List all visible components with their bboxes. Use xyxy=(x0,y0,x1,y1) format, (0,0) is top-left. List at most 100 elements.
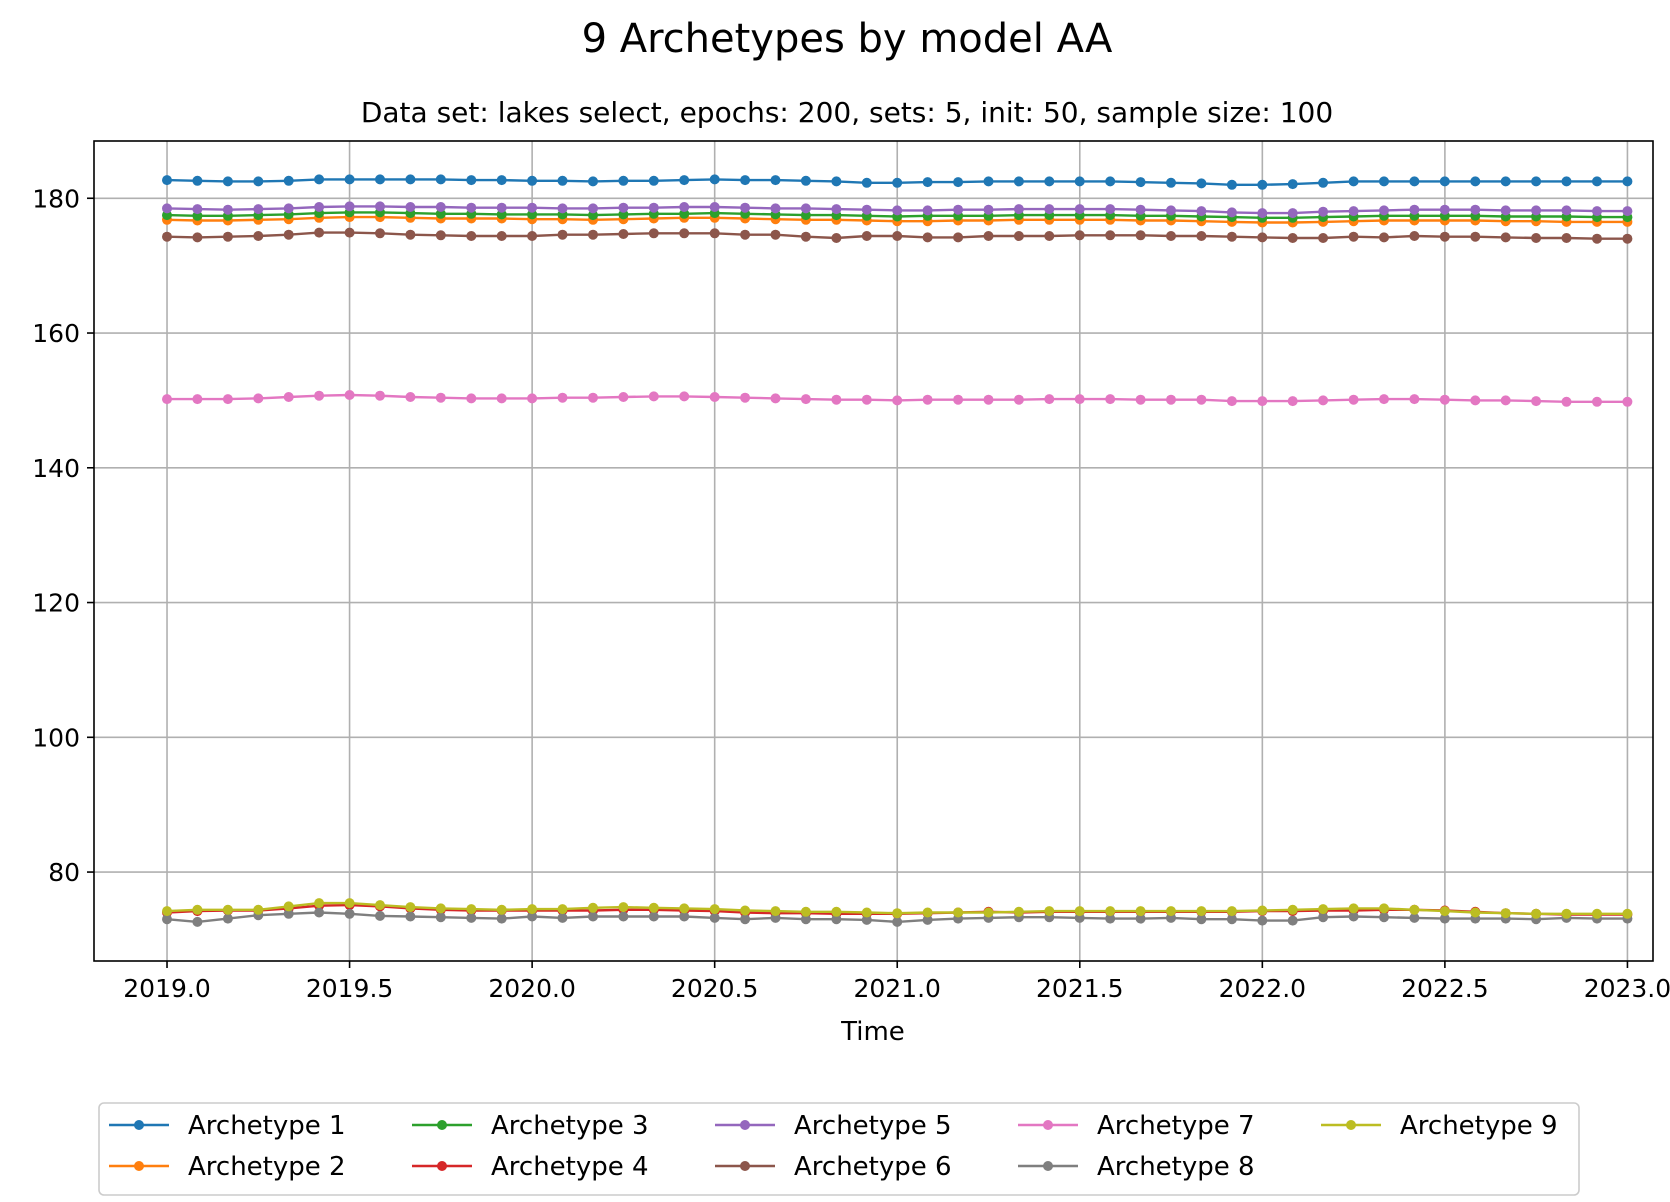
data-point xyxy=(192,394,203,405)
data-point xyxy=(831,906,842,917)
data-point xyxy=(1287,233,1298,243)
data-point xyxy=(648,175,659,186)
data-point xyxy=(527,231,538,241)
data-point xyxy=(375,201,385,212)
data-point xyxy=(618,175,629,186)
data-point xyxy=(679,175,690,186)
data-point xyxy=(1348,176,1359,187)
legend-label: Archetype 2 xyxy=(188,1152,346,1182)
data-point xyxy=(1409,231,1420,241)
data-point xyxy=(1409,204,1420,215)
data-point xyxy=(1531,176,1542,187)
data-point xyxy=(1226,179,1237,190)
data-point xyxy=(1348,206,1359,217)
legend-label: Archetype 5 xyxy=(794,1111,952,1141)
data-point xyxy=(1074,906,1085,917)
data-point xyxy=(1531,908,1542,919)
data-point xyxy=(588,229,598,240)
data-point xyxy=(1226,207,1237,218)
data-point xyxy=(618,911,629,922)
data-point xyxy=(1074,230,1085,241)
data-point xyxy=(1166,205,1176,216)
legend-item-archetype-1: Archetype 1 xyxy=(109,1111,346,1141)
data-point xyxy=(740,229,751,240)
legend-label: Archetype 4 xyxy=(491,1152,649,1182)
data-point xyxy=(1287,904,1298,915)
data-point xyxy=(192,204,203,215)
data-point xyxy=(588,392,598,403)
data-point xyxy=(344,227,355,238)
data-point xyxy=(648,391,659,402)
data-point xyxy=(192,232,203,243)
data-point xyxy=(740,202,751,213)
data-point xyxy=(405,174,416,185)
data-point xyxy=(1013,176,1024,187)
data-point xyxy=(314,907,325,918)
data-point xyxy=(1166,906,1176,917)
data-point xyxy=(283,392,294,402)
legend-item-archetype-9: Archetype 9 xyxy=(1321,1111,1558,1141)
x-tick-label: 2021.0 xyxy=(853,974,940,1003)
data-point xyxy=(527,911,538,922)
series-archetype-9 xyxy=(162,898,1633,919)
data-point xyxy=(496,175,507,186)
data-point xyxy=(1500,908,1511,919)
data-point xyxy=(466,393,477,404)
data-point xyxy=(1592,176,1602,187)
data-point xyxy=(831,233,842,243)
data-point xyxy=(831,176,842,187)
data-point xyxy=(344,390,355,400)
data-point xyxy=(892,205,903,216)
data-point xyxy=(800,231,811,242)
data-point xyxy=(1592,396,1602,407)
data-point xyxy=(1226,396,1237,407)
data-point xyxy=(831,914,842,925)
data-point xyxy=(1166,394,1176,405)
data-point xyxy=(435,230,446,241)
data-point xyxy=(679,228,690,239)
data-point xyxy=(222,913,233,924)
data-point xyxy=(1470,395,1481,406)
legend-item-archetype-7: Archetype 7 xyxy=(1018,1111,1255,1141)
data-point xyxy=(1561,233,1572,243)
data-point xyxy=(253,204,264,215)
data-point xyxy=(1135,906,1146,917)
data-point xyxy=(222,204,233,215)
legend: Archetype 1 Archetype 2 Archetype 3 Archety… xyxy=(98,1102,1580,1196)
y-tick-label: 160 xyxy=(32,319,80,348)
data-point xyxy=(1622,233,1633,244)
data-point xyxy=(1470,907,1481,918)
data-point xyxy=(1044,176,1055,187)
data-point xyxy=(1013,906,1024,917)
data-point xyxy=(253,904,264,915)
legend-marker xyxy=(134,1161,144,1171)
data-point xyxy=(405,202,416,212)
data-point xyxy=(618,392,629,402)
data-point xyxy=(1379,394,1389,405)
y-tick-label: 180 xyxy=(32,184,80,213)
data-point xyxy=(405,911,416,922)
data-point xyxy=(162,175,172,186)
legend-marker xyxy=(1043,1161,1053,1171)
series-archetype-1 xyxy=(162,174,1633,190)
legend-marker xyxy=(740,1161,750,1171)
data-point xyxy=(953,204,964,215)
y-tick-label: 120 xyxy=(32,589,80,618)
legend-marker xyxy=(437,1120,447,1130)
data-point xyxy=(1257,396,1268,407)
data-point xyxy=(496,904,507,915)
data-point xyxy=(831,204,842,215)
data-point xyxy=(1287,915,1298,926)
data-point xyxy=(527,904,538,915)
data-point xyxy=(1409,912,1420,923)
y-tick-label: 100 xyxy=(32,723,80,752)
data-point xyxy=(709,202,720,212)
data-point xyxy=(1561,908,1572,919)
data-point xyxy=(344,898,355,909)
data-point xyxy=(861,394,872,405)
data-point xyxy=(800,203,811,214)
data-point xyxy=(1439,231,1450,242)
data-point xyxy=(800,906,811,917)
data-point xyxy=(1196,906,1207,917)
data-point xyxy=(1074,394,1085,405)
